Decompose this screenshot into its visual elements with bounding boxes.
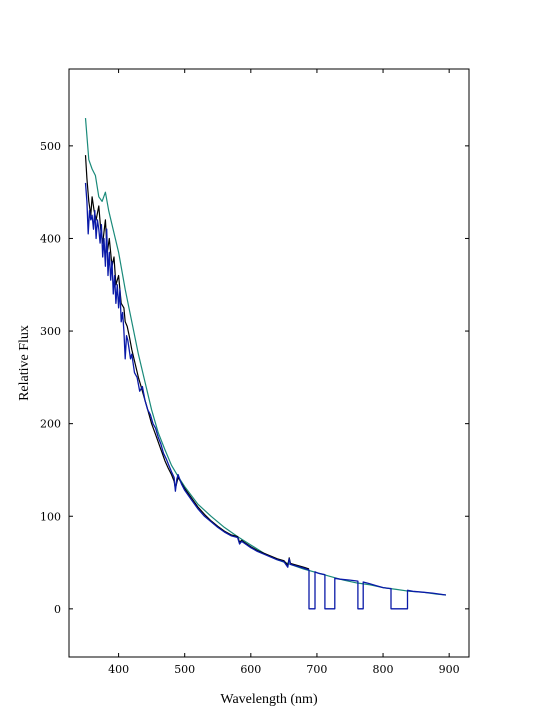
series-line-3 [84, 182, 446, 610]
plot-frame [68, 68, 470, 658]
x-axis-label: Wavelength (nm) [220, 692, 318, 707]
y-tick-label: 300 [40, 325, 61, 338]
y-tick-label: 500 [40, 140, 61, 153]
x-tick-label: 900 [439, 663, 460, 676]
y-tick-label: 400 [40, 232, 61, 245]
x-tick-label: 500 [174, 663, 195, 676]
y-tick-label: 200 [40, 418, 61, 431]
axis-ticks: 400 500 600 700 800 900 0 100 200 300 400 500 [40, 69, 469, 676]
x-tick-label: 400 [108, 663, 129, 676]
series-line-1 [84, 118, 446, 596]
y-tick-label: 0 [54, 603, 61, 616]
y-axis-label: Relative Flux [17, 325, 32, 401]
x-tick-label: 700 [306, 663, 327, 676]
x-tick-label: 600 [240, 663, 261, 676]
y-tick-label: 100 [40, 510, 61, 523]
x-tick-label: 800 [373, 663, 394, 676]
series-group [84, 118, 446, 610]
